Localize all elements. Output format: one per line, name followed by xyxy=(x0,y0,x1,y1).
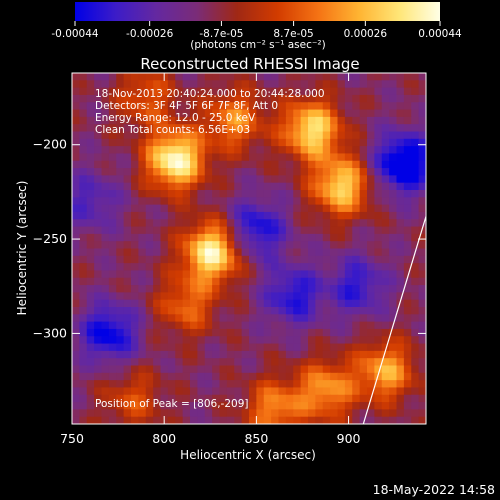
y-tick-label: −250 xyxy=(33,231,67,246)
x-tick-label: 900 xyxy=(337,431,361,446)
colorbar-tick-label: -0.00044 xyxy=(51,28,99,40)
colorbar-ticks: -0.00044 -0.00026 -8.7e-05 8.7e-05 0.00026 0.… xyxy=(51,21,462,40)
y-axis-label: Heliocentric Y (arcsec) xyxy=(15,181,29,316)
colorbar-tick-label: 8.7e-05 xyxy=(273,28,313,40)
info-line: 18-Nov-2013 20:40:24.000 to 20:44:28.000 xyxy=(95,88,325,100)
colorbar-unit-label: (photons cm⁻² s⁻¹ asec⁻²) xyxy=(190,39,325,51)
footer-date: 18-May-2022 14:58 xyxy=(373,482,495,497)
axis-ticks: 750 800 850 900 −200 −250 −300 xyxy=(33,73,426,446)
peak-position-label: Position of Peak = [806,-209] xyxy=(95,398,249,410)
x-tick-label: 750 xyxy=(60,431,84,446)
chart-title: Reconstructed RHESSI Image xyxy=(140,55,359,73)
colorbar-tick-label: 0.00026 xyxy=(344,28,388,40)
y-tick-label: −200 xyxy=(33,137,67,152)
plot-frame xyxy=(71,72,427,425)
colorbar-tick-label: -0.00026 xyxy=(126,28,174,40)
colorbar-tick-label: 0.00044 xyxy=(418,28,462,40)
heatmap-image xyxy=(72,73,426,424)
x-tick-label: 850 xyxy=(244,431,268,446)
info-line: Detectors: 3F 4F 5F 6F 7F 8F, Att 0 xyxy=(95,100,278,112)
solar-limb-line xyxy=(362,216,426,424)
info-line: Clean Total counts: 6.56E+03 xyxy=(95,124,250,136)
colorbar xyxy=(75,2,440,21)
info-line: Energy Range: 12.0 - 25.0 keV xyxy=(95,112,256,124)
info-annotation: 18-Nov-2013 20:40:24.000 to 20:44:28.000… xyxy=(95,88,325,136)
y-tick-label: −300 xyxy=(33,325,67,340)
x-tick-label: 800 xyxy=(152,431,176,446)
colorbar-tick-label: -8.7e-05 xyxy=(199,28,243,40)
x-axis-label: Heliocentric X (arcsec) xyxy=(180,448,316,462)
